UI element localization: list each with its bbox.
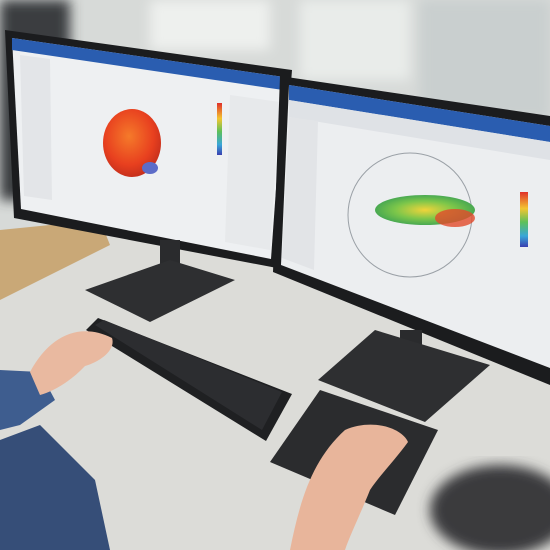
radiation-pattern: [435, 209, 475, 227]
right-screen: [281, 85, 550, 368]
shelf: [0, 220, 110, 300]
panel: [20, 55, 52, 200]
foreground-object: [430, 465, 550, 550]
ribbon: [289, 100, 550, 160]
color-bar: [520, 192, 528, 247]
title-bar: [289, 85, 550, 142]
keys: [95, 320, 282, 430]
stand-base: [85, 260, 235, 322]
color-bar: [217, 103, 222, 155]
hand: [30, 331, 113, 395]
torso: [0, 425, 110, 550]
stand-base: [318, 330, 490, 422]
radiation-pattern: [103, 109, 161, 177]
radiation-pattern: [142, 162, 158, 174]
title-bar: [12, 38, 284, 90]
panel: [282, 117, 318, 270]
hand: [290, 424, 408, 550]
panel: [225, 95, 280, 250]
